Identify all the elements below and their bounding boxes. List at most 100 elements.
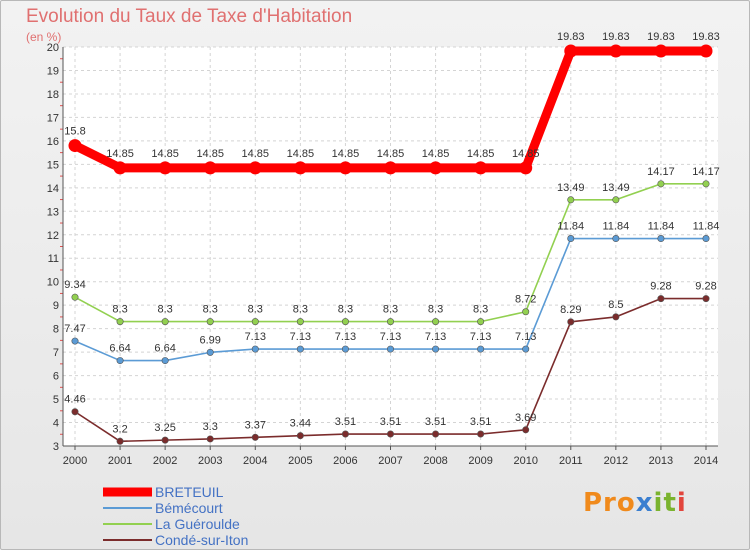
y-tick-label: 10 (47, 277, 59, 289)
y-tick-label: 18 (47, 89, 59, 101)
chart-subtitle: (en %) (26, 30, 62, 44)
data-point (338, 161, 352, 175)
x-tick-label: 2009 (468, 455, 492, 467)
data-point (341, 318, 349, 326)
data-point (161, 436, 169, 444)
y-tick-label: 6 (53, 371, 59, 383)
x-tick-label: 2000 (63, 455, 87, 467)
y-tick-label: 9 (53, 300, 59, 312)
data-point (654, 44, 668, 58)
data-label: 7.47 (64, 323, 85, 335)
data-point (71, 293, 79, 301)
data-label: 14.85 (512, 148, 540, 160)
data-point (567, 318, 575, 326)
data-point (251, 318, 259, 326)
data-label: 8.5 (608, 299, 623, 311)
data-label: 3.2 (112, 423, 127, 435)
y-tick-label: 4 (53, 418, 59, 430)
data-label: 8.3 (157, 304, 172, 316)
data-point (206, 348, 214, 356)
data-label: 8.3 (383, 304, 398, 316)
data-point (296, 318, 304, 326)
data-point (522, 308, 530, 316)
data-label: 8.3 (428, 304, 443, 316)
data-label: 3.3 (203, 421, 218, 433)
data-point (296, 345, 304, 353)
proxiti-logo: Proxiti (583, 488, 687, 518)
x-tick-label: 2008 (423, 455, 447, 467)
data-label: 3.51 (380, 416, 401, 428)
data-point (474, 161, 488, 175)
data-point (522, 426, 530, 434)
data-point (161, 318, 169, 326)
data-point (612, 313, 620, 321)
y-tick-label: 16 (47, 136, 59, 148)
data-label: 13.49 (602, 182, 630, 194)
legend-label-0: BRETEUIL (155, 484, 224, 500)
y-tick-label: 5 (53, 394, 59, 406)
x-tick-label: 2005 (288, 455, 312, 467)
axis-layer: 3 4 5 6 7 8 9 10 11 12 13 14 15 16 17 18 19 20 2000 2001 200… (47, 42, 718, 467)
data-label: 6.99 (200, 334, 221, 346)
data-label: 14.85 (242, 148, 270, 160)
y-tick-label: 15 (47, 159, 59, 171)
series-layer (68, 44, 713, 445)
data-label: 7.13 (335, 331, 356, 343)
data-point (522, 345, 530, 353)
data-point (251, 433, 259, 441)
x-tick-label: 2006 (333, 455, 357, 467)
data-label: 19.83 (692, 31, 720, 43)
x-tick-label: 2014 (694, 455, 718, 467)
data-point (567, 235, 575, 243)
data-point (293, 161, 307, 175)
data-label: 8.3 (112, 304, 127, 316)
data-point (657, 295, 665, 303)
x-tick-label: 2011 (559, 455, 583, 467)
data-point (477, 318, 485, 326)
data-label: 11.84 (602, 221, 629, 233)
x-tick-label: 2007 (378, 455, 402, 467)
data-point (432, 345, 440, 353)
data-label: 6.64 (109, 343, 130, 355)
x-tick-label: 2002 (153, 455, 177, 467)
data-label: 19.83 (647, 31, 675, 43)
data-point (699, 44, 713, 58)
y-tick-label: 11 (48, 253, 59, 265)
y-tick-label: 7 (53, 347, 59, 359)
logo-part-2: x (635, 488, 654, 518)
data-label: 8.3 (293, 304, 308, 316)
x-tick-label: 2003 (198, 455, 222, 467)
logo-part-4: i (676, 488, 687, 518)
data-point (477, 430, 485, 438)
data-point (386, 318, 394, 326)
data-label: 14.85 (287, 148, 315, 160)
data-point (432, 318, 440, 326)
data-label: 19.83 (602, 31, 630, 43)
chart-title: Evolution du Taux de Taxe d'Habitation (26, 6, 353, 27)
data-label: 3.51 (335, 416, 356, 428)
data-point (657, 180, 665, 188)
data-point (432, 430, 440, 438)
x-tick-label: 2013 (649, 455, 673, 467)
data-point (116, 357, 124, 365)
data-label: 8.29 (560, 304, 581, 316)
data-point (206, 435, 214, 443)
data-label: 14.85 (196, 148, 224, 160)
data-point (71, 337, 79, 345)
data-point (702, 295, 710, 303)
legend-label-3: Condé-sur-Iton (155, 532, 248, 548)
data-label: 8.72 (515, 294, 536, 306)
data-label: 7.13 (425, 331, 446, 343)
data-point (158, 161, 172, 175)
data-point (612, 196, 620, 204)
data-point (71, 408, 79, 416)
x-tick-label: 2001 (108, 455, 132, 467)
data-label: 11.84 (648, 221, 675, 233)
data-label: 13.49 (557, 182, 585, 194)
data-label: 3.51 (425, 416, 446, 428)
data-label: 9.28 (695, 281, 716, 293)
data-point (116, 318, 124, 326)
data-label: 8.3 (473, 304, 488, 316)
y-tick-label: 13 (47, 206, 59, 218)
